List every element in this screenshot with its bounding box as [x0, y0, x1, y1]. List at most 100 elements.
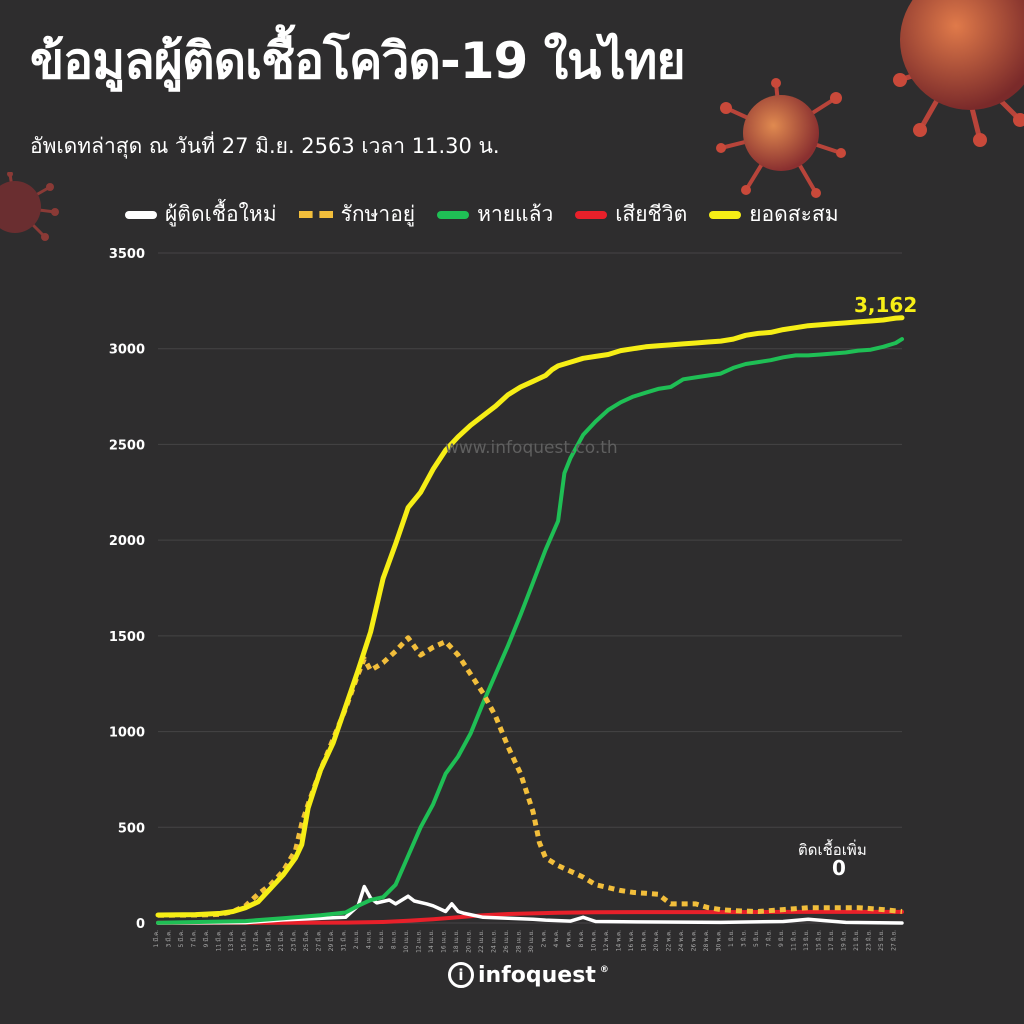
x-tick-label: 15 มี.ค. [240, 930, 248, 951]
x-tick-label: 6 พ.ค. [566, 930, 573, 948]
series-line-recovered [156, 337, 904, 925]
y-tick-label-2000: 2000 [109, 534, 145, 549]
new-cases-annotation-label: ติดเชื้อเพิ่ม [798, 841, 867, 859]
x-tick-label: 23 มิ.ย. [866, 930, 873, 951]
x-tick-label: 21 มิ.ย. [853, 930, 860, 951]
x-tick-label: 26 พ.ค. [691, 930, 698, 951]
x-tick-label: 3 มิ.ย. [741, 930, 748, 947]
x-tick-label: 14 เม.ย. [428, 930, 435, 953]
series-line-new-cases [156, 884, 904, 925]
x-tick-label: 3 มี.ค. [165, 930, 173, 948]
x-tick-label: 24 เม.ย. [491, 930, 498, 953]
x-tick-label: 17 มี.ค. [252, 930, 260, 951]
series-line-cumulative [155, 315, 905, 918]
x-tick-label: 5 มิ.ย. [753, 930, 760, 947]
x-tick-label: 23 มี.ค. [290, 930, 298, 951]
y-tick-label-2500: 2500 [109, 438, 145, 453]
x-tick-label: 24 พ.ค. [678, 930, 685, 951]
x-tick-label: 12 เม.ย. [416, 930, 423, 953]
x-tick-label: 20 เม.ย. [466, 930, 473, 953]
x-tick-label: 16 เม.ย. [441, 930, 448, 953]
x-tick-label: 15 มิ.ย. [816, 930, 823, 951]
x-tick-label: 22 เม.ย. [478, 930, 485, 953]
x-tick-label: 9 มี.ค. [202, 930, 210, 948]
chart-legend: ผู้ติดเชื้อใหม่ รักษาอยู่ หายแล้ว เสียชี… [125, 198, 839, 231]
legend-item-new-cases: ผู้ติดเชื้อใหม่ [125, 198, 277, 231]
y-tick-label-0: 0 [136, 917, 145, 932]
logo-registered-mark: ® [599, 965, 609, 975]
x-tick-label: 14 พ.ค. [616, 930, 623, 951]
x-tick-label: 1 มิ.ย. [728, 930, 735, 947]
legend-item-recovered: หายแล้ว [437, 198, 553, 231]
x-tick-label: 2 เม.ย. [353, 930, 360, 949]
legend-label-new-cases: ผู้ติดเชื้อใหม่ [165, 202, 277, 226]
x-tick-label: 28 เม.ย. [516, 930, 523, 953]
x-tick-label: 4 เม.ย. [366, 930, 373, 949]
legend-item-deaths: เสียชีวิต [575, 198, 687, 231]
x-tick-label: 4 พ.ค. [553, 930, 560, 948]
infoquest-logo: i infoquest ® [448, 962, 609, 988]
x-tick-label: 19 มี.ค. [265, 930, 273, 951]
logo-text: infoquest [478, 962, 596, 988]
series-line-in-treatment [157, 635, 903, 918]
x-tick-label: 17 มิ.ย. [828, 930, 835, 951]
y-tick-label-3500: 3500 [109, 247, 145, 262]
x-tick-label: 6 เม.ย. [378, 930, 385, 949]
x-tick-label: 25 มิ.ย. [878, 930, 885, 951]
x-tick-label: 21 มี.ค. [277, 930, 285, 951]
new-cases-annotation-value: 0 [832, 856, 846, 880]
x-tick-label: 13 มี.ค. [227, 930, 235, 951]
legend-label-recovered: หายแล้ว [477, 202, 554, 226]
x-tick-label: 30 เม.ย. [528, 930, 535, 953]
x-tick-label: 26 เม.ย. [503, 930, 510, 953]
x-tick-label: 25 มี.ค. [302, 930, 310, 951]
x-tick-label: 7 มิ.ย. [766, 930, 773, 947]
legend-label-deaths: เสียชีวิต [615, 202, 688, 226]
page-title: ข้อมูลผู้ติดเชื้อโควิด-19 ในไทย [30, 32, 686, 90]
x-tick-label: 7 มี.ค. [190, 930, 198, 948]
cumulative-final-value-label: 3,162 [854, 293, 918, 317]
x-tick-label: 18 พ.ค. [641, 930, 648, 951]
x-tick-label: 27 มี.ค. [315, 930, 323, 951]
legend-swatch-cumulative [709, 210, 742, 219]
y-tick-label-1000: 1000 [109, 726, 145, 741]
x-tick-label: 29 มี.ค. [327, 930, 335, 951]
x-tick-label: 31 มี.ค. [340, 930, 348, 951]
x-tick-label: 10 พ.ค. [591, 930, 598, 951]
x-tick-label: 28 พ.ค. [703, 930, 710, 951]
x-tick-label: 22 พ.ค. [666, 930, 673, 951]
x-tick-label: 18 เม.ย. [453, 930, 460, 953]
legend-swatch-in-treatment [298, 211, 333, 218]
x-tick-label: 30 พ.ค. [716, 930, 723, 951]
watermark: www.infoquest.co.th [445, 438, 618, 458]
x-tick-label: 11 มี.ค. [215, 930, 223, 951]
x-tick-label: 16 พ.ค. [628, 930, 635, 951]
y-tick-label-1500: 1500 [109, 630, 145, 645]
virus-illustration-small [0, 172, 59, 241]
y-tick-label-3000: 3000 [109, 343, 145, 358]
virus-illustration-large [893, 0, 1024, 147]
series-line-deaths [156, 909, 904, 925]
virus-illustration-medium [716, 78, 846, 198]
x-tick-label: 1 มี.ค. [152, 930, 160, 948]
x-tick-label: 2 พ.ค. [541, 930, 548, 948]
x-tick-label: 10 เม.ย. [403, 930, 410, 953]
legend-item-cumulative: ยอดสะสม [709, 198, 839, 231]
x-tick-label: 19 มิ.ย. [841, 930, 848, 951]
x-tick-label: 11 มิ.ย. [791, 930, 798, 951]
logo-i-icon: i [448, 962, 474, 988]
x-tick-label: 12 พ.ค. [603, 930, 610, 951]
x-tick-label: 20 พ.ค. [653, 930, 660, 951]
x-tick-label: 13 มิ.ย. [803, 930, 810, 951]
legend-label-in-treatment: รักษาอยู่ [340, 202, 416, 226]
legend-swatch-new-cases [125, 210, 157, 219]
legend-item-in-treatment: รักษาอยู่ [298, 198, 416, 231]
legend-swatch-deaths [575, 210, 608, 219]
legend-swatch-recovered [437, 210, 470, 219]
legend-label-cumulative: ยอดสะสม [749, 202, 839, 226]
page-subtitle: อัพเดทล่าสุด ณ วันที่ 27 มิ.ย. 2563 เวลา… [30, 134, 500, 158]
x-tick-label: 9 มิ.ย. [778, 930, 785, 947]
x-tick-label: 5 มี.ค. [177, 930, 185, 948]
y-tick-label-500: 500 [118, 821, 145, 836]
